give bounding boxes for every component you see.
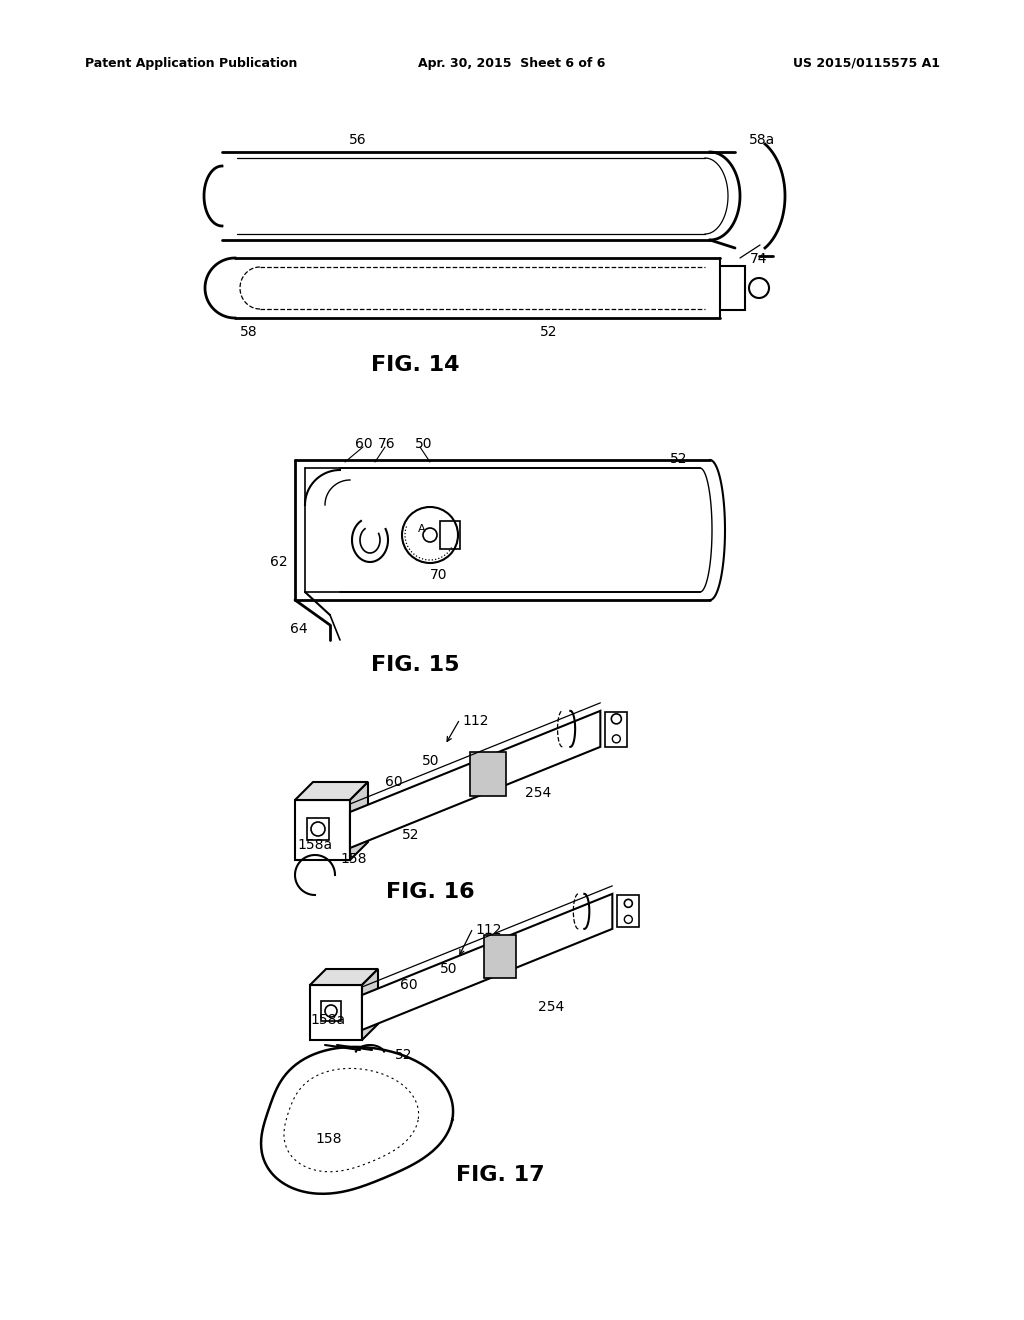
Text: 52: 52 <box>395 1048 413 1063</box>
Text: 158a: 158a <box>297 838 332 851</box>
Polygon shape <box>362 969 378 1040</box>
Text: 58a: 58a <box>749 133 775 147</box>
Text: 50: 50 <box>422 754 439 768</box>
Text: 158: 158 <box>340 851 367 866</box>
Polygon shape <box>310 969 378 985</box>
Text: 112: 112 <box>462 714 488 729</box>
Text: FIG. 16: FIG. 16 <box>386 882 474 902</box>
Text: FIG. 15: FIG. 15 <box>371 655 459 675</box>
Text: 254: 254 <box>538 1001 564 1014</box>
Text: Patent Application Publication: Patent Application Publication <box>85 57 297 70</box>
Text: 60: 60 <box>400 978 418 993</box>
Text: A: A <box>418 524 426 535</box>
Text: 52: 52 <box>670 451 687 466</box>
Polygon shape <box>295 800 350 861</box>
Text: 62: 62 <box>270 554 288 569</box>
Text: 52: 52 <box>540 325 557 339</box>
Polygon shape <box>295 781 368 800</box>
Text: FIG. 14: FIG. 14 <box>371 355 459 375</box>
Polygon shape <box>483 936 516 978</box>
Text: 60: 60 <box>355 437 373 451</box>
Text: 58: 58 <box>240 325 258 339</box>
Text: 112: 112 <box>475 923 502 937</box>
Text: Apr. 30, 2015  Sheet 6 of 6: Apr. 30, 2015 Sheet 6 of 6 <box>419 57 605 70</box>
Text: 56: 56 <box>349 133 367 147</box>
Text: 74: 74 <box>750 252 768 267</box>
Polygon shape <box>310 985 362 1040</box>
Bar <box>321 1001 341 1020</box>
Text: 76: 76 <box>378 437 395 451</box>
Bar <box>307 818 329 840</box>
Bar <box>440 521 460 549</box>
Text: 52: 52 <box>402 828 420 842</box>
Text: FIG. 17: FIG. 17 <box>456 1166 545 1185</box>
Text: 158: 158 <box>315 1133 341 1146</box>
Polygon shape <box>350 781 368 861</box>
Text: 64: 64 <box>290 622 307 636</box>
Text: 50: 50 <box>440 962 458 975</box>
Text: US 2015/0115575 A1: US 2015/0115575 A1 <box>793 57 940 70</box>
Bar <box>720 267 745 310</box>
Text: 70: 70 <box>430 568 447 582</box>
Polygon shape <box>350 711 600 847</box>
Bar <box>617 895 639 928</box>
Text: 60: 60 <box>385 775 402 789</box>
Polygon shape <box>470 752 506 796</box>
Polygon shape <box>362 894 612 1030</box>
Text: 158a: 158a <box>310 1012 345 1027</box>
Text: 50: 50 <box>415 437 432 451</box>
Text: 254: 254 <box>525 785 551 800</box>
Bar <box>605 711 628 747</box>
